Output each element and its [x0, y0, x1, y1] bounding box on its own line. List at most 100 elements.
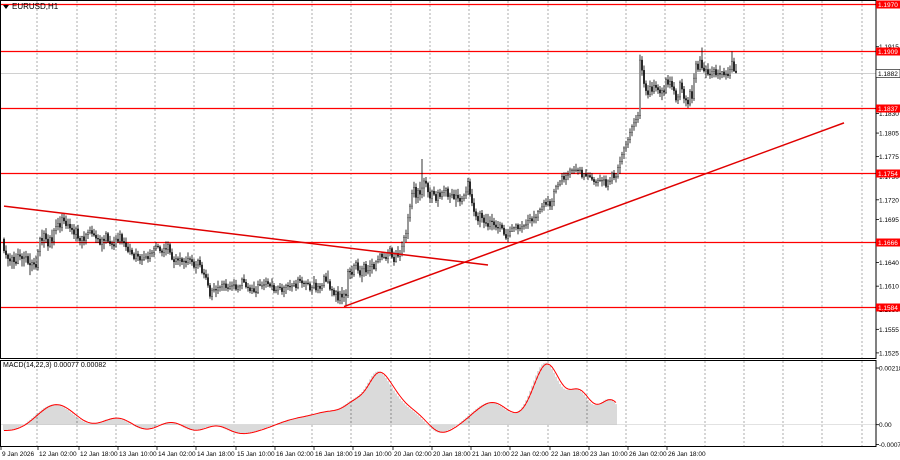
candle-body: [335, 291, 337, 296]
candle-body: [65, 220, 67, 226]
macd-tick-label: 0.00: [879, 422, 892, 429]
candle-body: [639, 59, 641, 117]
time-tick-label: 15 Jan 10:00: [237, 451, 275, 458]
candle-body: [559, 180, 561, 186]
candle-body: [209, 285, 211, 297]
candle-body: [669, 81, 671, 85]
level-lines: [1, 3, 876, 309]
candle-body: [221, 284, 223, 288]
candle-body: [663, 90, 665, 93]
candle-body: [343, 293, 345, 298]
candle-body: [361, 268, 363, 276]
candle-body: [51, 237, 53, 242]
candle-body: [249, 287, 251, 292]
candle-body: [257, 284, 259, 293]
candle-body: [505, 234, 507, 239]
candle-body: [635, 119, 637, 124]
candle-body: [181, 258, 183, 263]
candle-body: [477, 216, 479, 222]
candle-body: [47, 238, 49, 247]
candle-body: [197, 260, 199, 266]
candle-body: [529, 218, 531, 221]
candle-body: [79, 238, 81, 241]
candle-body: [719, 73, 721, 75]
candle-body: [129, 249, 131, 252]
candle-body: [99, 238, 101, 245]
candle-body: [409, 205, 411, 219]
candle-body: [87, 232, 89, 235]
candle-body: [685, 98, 687, 101]
candle-body: [489, 220, 491, 227]
time-tick-label: 9 Jan 2026: [2, 451, 35, 458]
candle-body: [75, 228, 77, 235]
candle-body: [293, 283, 295, 286]
candle-body: [283, 287, 285, 292]
main-pane-frame: [0, 0, 877, 359]
candle-body: [315, 282, 317, 291]
candle-body: [539, 209, 541, 212]
candle-body: [169, 244, 171, 253]
candle-body: [287, 285, 289, 287]
candle-body: [83, 236, 85, 241]
candle-body: [501, 224, 503, 229]
candle-body: [723, 71, 725, 76]
price-tick-label: 1.1640: [879, 260, 899, 267]
candle-body: [217, 287, 219, 291]
candle-body: [345, 293, 347, 296]
time-tick-label: 16 Jan 18:00: [315, 451, 353, 458]
candle-body: [205, 274, 207, 278]
candle-body: [713, 69, 715, 73]
candle-body: [617, 167, 619, 177]
candle-body: [231, 285, 233, 287]
candle-body: [383, 256, 385, 259]
candle-body: [717, 73, 719, 76]
candle-body: [541, 206, 543, 210]
candle-body: [279, 286, 281, 288]
candle-body: [85, 234, 87, 241]
candle-body: [513, 227, 515, 229]
candle-body: [589, 175, 591, 178]
candle-body: [291, 285, 293, 288]
time-tick-label: 22 Jan 18:00: [551, 451, 589, 458]
candle-body: [615, 176, 617, 179]
time-tick-label: 20 Jan 18:00: [433, 451, 471, 458]
candle-body: [7, 254, 9, 259]
candle-body: [485, 222, 487, 224]
candle-body: [429, 191, 431, 199]
candle-body: [457, 194, 459, 199]
time-tick-label: 23 Jan 10:00: [590, 451, 628, 458]
candle-body: [235, 284, 237, 290]
candle-body: [423, 180, 425, 189]
candle-body: [371, 263, 373, 267]
candle-body: [379, 253, 381, 260]
time-tick-label: 26 Jan 18:00: [668, 451, 706, 458]
candle-body: [67, 223, 69, 226]
candle-body: [151, 252, 153, 254]
chevron-down-icon[interactable]: [3, 4, 9, 9]
candle-body: [263, 284, 265, 286]
candle-body: [657, 87, 659, 91]
candle-body: [295, 283, 297, 288]
candle-body: [357, 262, 359, 271]
candle-body: [309, 283, 311, 291]
candle-body: [163, 248, 165, 253]
candle-body: [601, 179, 603, 182]
candle-body: [39, 238, 41, 252]
candle-body: [325, 276, 327, 282]
candle-body: [155, 245, 157, 249]
candle-body: [437, 192, 439, 201]
candle-body: [393, 256, 395, 263]
candle-body: [549, 201, 551, 207]
candle-body: [603, 179, 605, 181]
candle-body: [381, 253, 383, 258]
time-tick-label: 14 Jan 18:00: [197, 451, 235, 458]
symbol-title[interactable]: EURUSD,H1: [3, 2, 58, 11]
price-tick-label: 1.1695: [879, 217, 899, 224]
candle-body: [707, 69, 709, 75]
candle-body: [507, 235, 509, 239]
candle-body: [301, 280, 303, 284]
candle-body: [101, 238, 103, 245]
candle-body: [159, 246, 161, 252]
